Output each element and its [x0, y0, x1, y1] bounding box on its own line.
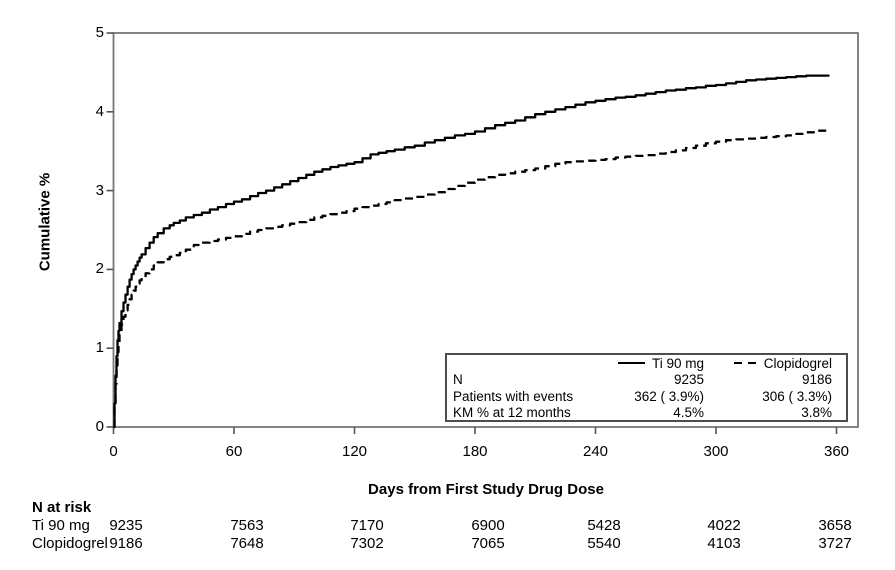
plot-frame: [112, 32, 859, 428]
legend-spacer: [447, 356, 597, 372]
x-tick-label-360: 360: [823, 443, 850, 460]
n-at-risk-value: 7648: [230, 535, 264, 552]
n-at-risk-value: 7170: [350, 517, 384, 534]
x-tick-label-240: 240: [582, 443, 609, 460]
y-tick-label-3: 3: [95, 181, 104, 199]
n-at-risk-title: N at risk: [32, 499, 92, 516]
n-at-risk-value: 3727: [818, 535, 852, 552]
n-at-risk-value: 4022: [707, 517, 741, 534]
legend-series-clopidogrel: Clopidogrel: [704, 356, 846, 372]
legend-km-row: KM % at 12 months 4.5% 3.8%: [447, 405, 846, 421]
legend-series-ti90-label: Ti 90 mg: [651, 356, 704, 371]
legend-events-label: Patients with events: [453, 388, 574, 404]
solid-line-icon: [617, 361, 645, 364]
y-tick-label-5: 5: [95, 24, 104, 41]
curve-clopidogrel: [113, 129, 830, 429]
legend-n-row: N 9235 9186: [447, 372, 846, 388]
legend-n-ti90: 9235: [673, 372, 704, 388]
n-at-risk-row-clopidogrel-label: Clopidogrel: [32, 535, 108, 552]
x-tick-marks: [112, 427, 838, 434]
n-at-risk-value: 9235: [109, 517, 143, 534]
legend-series-row: Ti 90 mg Clopidogrel: [447, 356, 846, 372]
x-tick-label-180: 180: [462, 443, 488, 460]
x-tick-label-300: 300: [703, 443, 729, 460]
x-tick-label-120: 120: [341, 443, 368, 460]
x-tick-label-0: 0: [109, 443, 118, 460]
n-at-risk-row-ti90-label: Ti 90 mg: [32, 517, 90, 534]
y-tick-label-4: 4: [95, 102, 104, 120]
legend-n-clopidogrel: 9186: [801, 372, 832, 388]
y-axis-title: Cumulative %: [36, 172, 54, 272]
y-tick-marks: [106, 32, 114, 428]
n-at-risk-value: 4103: [707, 535, 741, 552]
y-tick-label-0: 0: [95, 418, 104, 435]
legend-events-row: Patients with events 362 ( 3.9%) 306 ( 3…: [447, 389, 846, 405]
legend-km-clopidogrel: 3.8%: [801, 405, 832, 421]
legend-events-ti90: 362 ( 3.9%): [634, 388, 704, 404]
legend-series-clopidogrel-label: Clopidogrel: [763, 356, 832, 371]
legend-box: Ti 90 mg Clopidogrel N 9235 9186 Patient…: [445, 353, 848, 422]
x-axis-title: Days from First Study Drug Dose: [368, 481, 604, 498]
curve-ti90: [113, 74, 830, 429]
n-at-risk-value: 9186: [109, 535, 143, 552]
n-at-risk-value: 3658: [818, 517, 852, 534]
legend-n-label: N: [453, 372, 463, 388]
legend-km-label: KM % at 12 months: [453, 405, 571, 421]
n-at-risk-value: 5428: [587, 517, 621, 534]
legend-km-ti90: 4.5%: [673, 405, 704, 421]
dashed-line-icon: [733, 361, 757, 365]
y-tick-label-1: 1: [95, 339, 104, 357]
n-at-risk-value: 7563: [230, 517, 264, 534]
n-at-risk-value: 7065: [471, 535, 505, 552]
legend-series-ti90: Ti 90 mg: [597, 356, 704, 372]
n-at-risk-value: 7302: [350, 535, 384, 552]
n-at-risk-value: 6900: [471, 517, 505, 534]
legend-events-clopidogrel: 306 ( 3.3%): [762, 388, 832, 404]
n-at-risk-value: 5540: [587, 535, 621, 552]
x-tick-label-60: 60: [225, 443, 243, 460]
y-tick-label-2: 2: [95, 260, 104, 278]
